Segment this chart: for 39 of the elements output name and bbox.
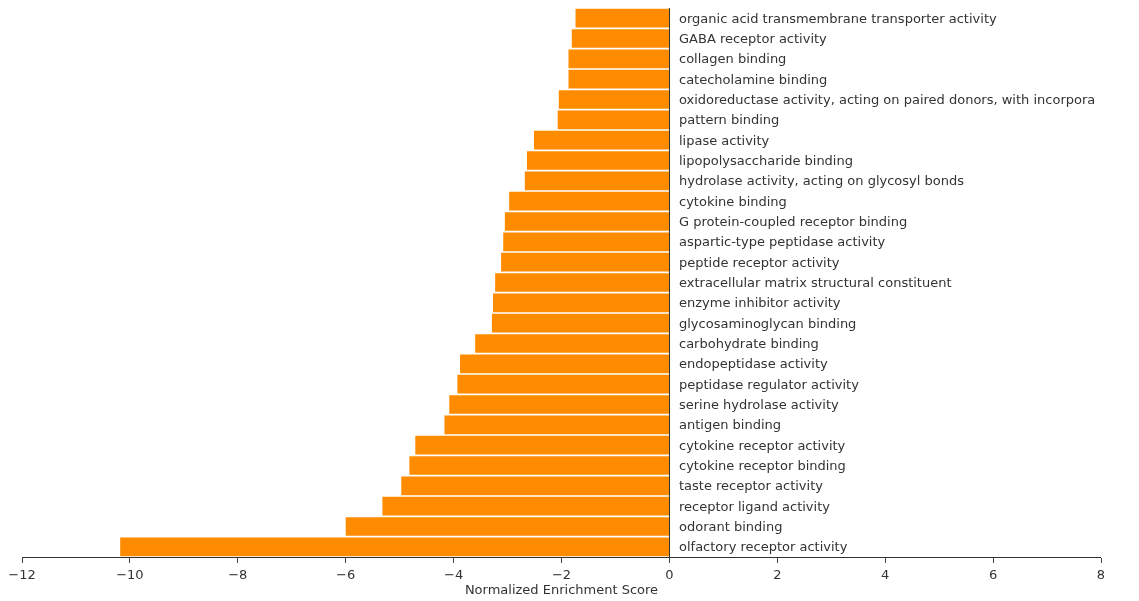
x-tick-label: 0 bbox=[665, 566, 674, 582]
y-tick-label: G protein-coupled receptor binding bbox=[679, 214, 908, 230]
y-tick-label: taste receptor activity bbox=[679, 478, 824, 494]
y-tick-label: lipase activity bbox=[679, 132, 770, 148]
y-tick-label: peptide receptor activity bbox=[679, 254, 840, 270]
x-axis-title: Normalized Enrichment Score bbox=[464, 581, 659, 597]
y-tick-label: odorant binding bbox=[679, 519, 783, 535]
y-tick-label: endopeptidase activity bbox=[679, 356, 828, 372]
y-tick-label: collagen binding bbox=[679, 51, 787, 67]
y-tick-label: cytokine receptor activity bbox=[679, 437, 846, 453]
y-tick-label: organic acid transmembrane transporter activity bbox=[679, 10, 997, 26]
y-tick-label: cytokine receptor binding bbox=[679, 458, 846, 474]
x-tick-label: −2 bbox=[551, 566, 572, 582]
y-tick-label: catecholamine binding bbox=[679, 71, 828, 87]
y-tick-label: serine hydrolase activity bbox=[679, 397, 839, 413]
y-tick-label: enzyme inhibitor activity bbox=[679, 295, 841, 311]
x-tick-label: −6 bbox=[336, 566, 356, 582]
x-tick-label: −12 bbox=[8, 566, 36, 582]
y-tick-label: pattern binding bbox=[679, 112, 780, 128]
y-tick-label: aspartic-type peptidase activity bbox=[679, 234, 886, 250]
y-tick-label: carbohydrate binding bbox=[679, 336, 819, 352]
x-tick-label: 8 bbox=[1096, 566, 1106, 582]
y-tick-label: cytokine binding bbox=[679, 193, 787, 209]
y-tick-label: lipopolysaccharide binding bbox=[679, 153, 853, 169]
y-tick-label: hydrolase activity, acting on glycosyl bonds bbox=[679, 173, 965, 189]
y-tick-label: glycosaminoglycan binding bbox=[679, 315, 857, 331]
x-tick-label: −10 bbox=[116, 566, 144, 582]
x-tick-label: 2 bbox=[773, 566, 782, 582]
x-tick-label: 6 bbox=[988, 566, 998, 582]
y-tick-label: oxidoreductase activity, acting on paired donors, with incorpora bbox=[679, 92, 1096, 108]
y-tick-label: receptor ligand activity bbox=[679, 498, 831, 514]
x-tick-label: 4 bbox=[881, 566, 890, 582]
x-tick-label: −8 bbox=[228, 566, 248, 582]
x-tick-label: −4 bbox=[444, 566, 464, 582]
y-tick-label: GABA receptor activity bbox=[679, 31, 828, 47]
y-tick-label: extracellular matrix structural constituent bbox=[679, 275, 952, 291]
y-tick-label: olfactory receptor activity bbox=[679, 539, 848, 555]
y-tick-label: peptidase regulator activity bbox=[679, 376, 860, 392]
y-tick-label: antigen binding bbox=[679, 417, 781, 433]
